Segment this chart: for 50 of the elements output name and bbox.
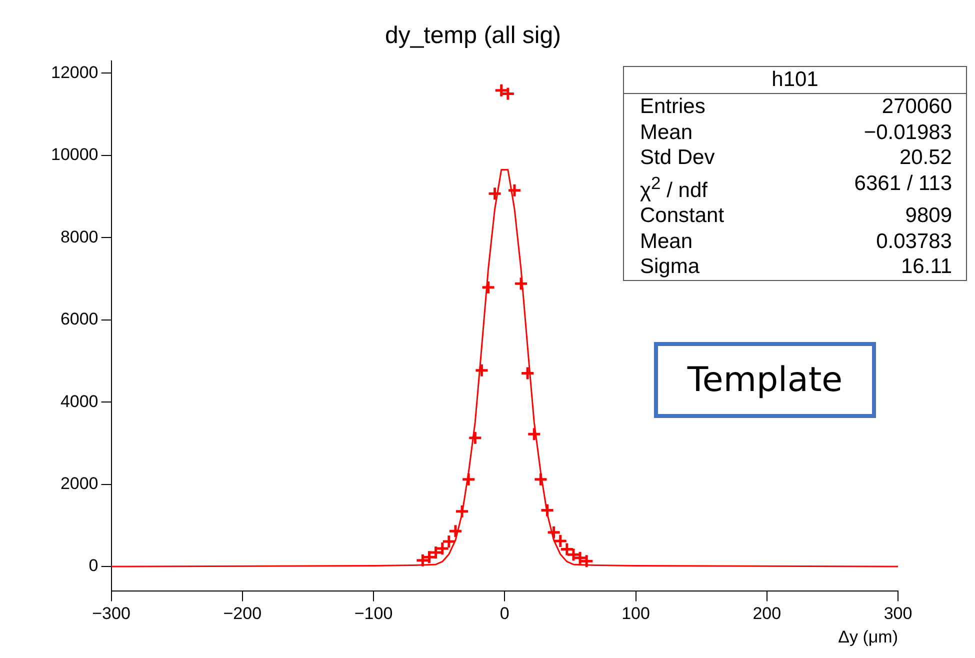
text: 16.11 bbox=[901, 254, 952, 280]
x-tick-label: 200 bbox=[752, 604, 782, 624]
x-axis-title: Δy (μm) bbox=[838, 627, 898, 646]
y-tick-label: 2000 bbox=[60, 474, 98, 493]
point bbox=[468, 430, 482, 446]
annotation: Template bbox=[654, 342, 876, 418]
point bbox=[514, 276, 528, 291]
y-tick-label: 8000 bbox=[60, 227, 98, 246]
point bbox=[454, 504, 470, 519]
annotation: 270060 bbox=[882, 94, 952, 120]
annotation: Mean bbox=[640, 228, 693, 254]
annotation: h101 bbox=[624, 67, 966, 94]
y-tick-label: 4000 bbox=[60, 392, 98, 411]
annotation: Std Dev bbox=[640, 145, 715, 170]
point bbox=[415, 553, 430, 568]
y-tick-label: 0 bbox=[88, 556, 98, 576]
point bbox=[480, 280, 496, 295]
point bbox=[448, 524, 463, 538]
annotation: −0.01983 bbox=[864, 120, 952, 145]
x-tick-label: −200 bbox=[223, 604, 262, 624]
point bbox=[461, 472, 476, 487]
point bbox=[533, 472, 548, 487]
annotation: Mean bbox=[640, 120, 693, 145]
x-tick-label: 0 bbox=[500, 604, 510, 624]
point bbox=[488, 186, 502, 201]
annotation: Sigma bbox=[640, 254, 700, 280]
point bbox=[442, 534, 456, 549]
x-tick-label: −300 bbox=[92, 604, 130, 624]
text: 20.52 bbox=[899, 145, 952, 170]
point bbox=[526, 426, 542, 442]
annotation: χ$^{2}$ / ndf bbox=[640, 172, 708, 203]
point bbox=[435, 541, 450, 556]
y-tick-label: 12000 bbox=[50, 62, 98, 82]
x-tick-label: 300 bbox=[884, 604, 912, 624]
point bbox=[422, 550, 436, 564]
annotation: 0.03783 bbox=[876, 228, 952, 254]
y-tick-label: 6000 bbox=[60, 310, 98, 329]
x-tick-label: −100 bbox=[354, 604, 393, 624]
point bbox=[507, 183, 522, 198]
text: 9809 bbox=[905, 203, 952, 228]
x-tick-label: 100 bbox=[622, 604, 650, 624]
point bbox=[540, 502, 554, 518]
annotation: Entries bbox=[640, 94, 706, 120]
annotation: Constant bbox=[640, 203, 724, 228]
point bbox=[520, 366, 535, 381]
point bbox=[428, 545, 444, 560]
annotation: 6361 / 113 bbox=[854, 170, 952, 196]
point bbox=[474, 363, 489, 378]
y-tick-label: 10000 bbox=[50, 145, 98, 164]
chart-title: dy_temp (all sig) bbox=[384, 22, 562, 50]
